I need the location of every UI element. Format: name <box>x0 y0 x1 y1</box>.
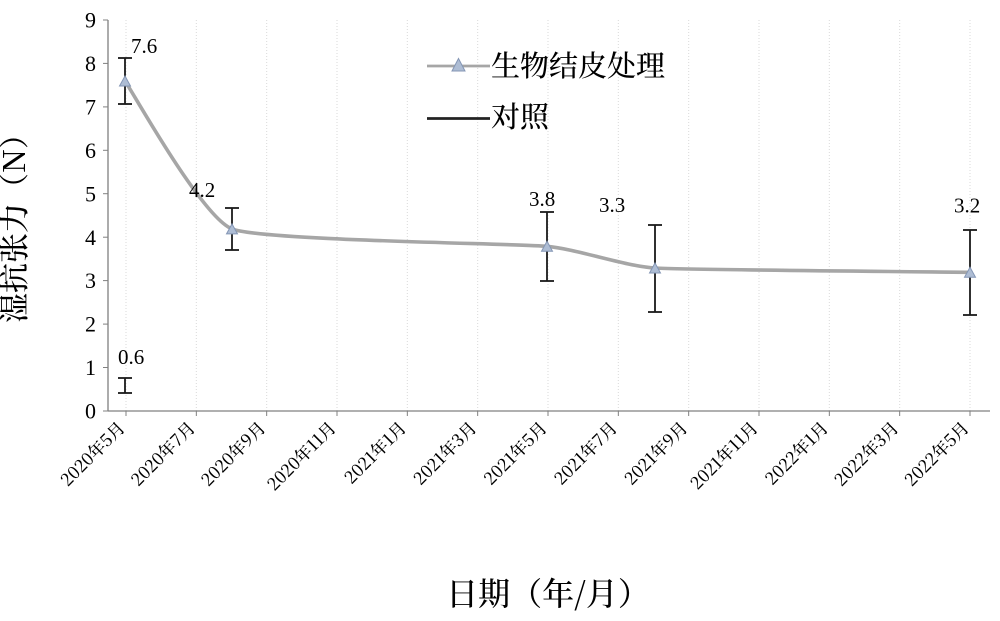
svg-text:4.2: 4.2 <box>189 178 215 202</box>
svg-text:2: 2 <box>85 312 96 337</box>
svg-text:湿抗张力（N）: 湿抗张力（N） <box>0 119 34 323</box>
svg-text:9: 9 <box>85 8 96 33</box>
svg-text:2021年1月: 2021年1月 <box>337 415 410 488</box>
svg-text:7.6: 7.6 <box>131 34 157 58</box>
svg-text:0: 0 <box>85 399 96 424</box>
svg-text:日期（年/月）: 日期（年/月） <box>446 569 650 615</box>
svg-text:2022年5月: 2022年5月 <box>898 415 974 491</box>
svg-text:2022年1月: 2022年1月 <box>758 415 833 490</box>
svg-text:2020年9月: 2020年9月 <box>194 415 270 491</box>
svg-text:6: 6 <box>85 138 96 163</box>
svg-text:2021年3月: 2021年3月 <box>407 415 482 490</box>
svg-text:2021年9月: 2021年9月 <box>617 415 692 490</box>
svg-text:2021年11月: 2021年11月 <box>683 415 762 494</box>
svg-text:3.8: 3.8 <box>529 187 555 211</box>
svg-text:1: 1 <box>85 355 96 380</box>
svg-text:3: 3 <box>85 268 96 293</box>
svg-text:生物结皮处理: 生物结皮处理 <box>491 44 665 85</box>
svg-text:对照: 对照 <box>491 95 550 136</box>
svg-text:7: 7 <box>85 95 96 120</box>
svg-text:3.2: 3.2 <box>954 194 980 218</box>
svg-text:4: 4 <box>85 225 96 250</box>
svg-text:2020年5月: 2020年5月 <box>54 415 130 491</box>
svg-text:8: 8 <box>85 51 96 76</box>
svg-text:3.3: 3.3 <box>599 193 625 217</box>
svg-text:2022年3月: 2022年3月 <box>827 415 903 491</box>
svg-text:2021年5月: 2021年5月 <box>477 415 552 490</box>
svg-text:0.6: 0.6 <box>118 345 144 369</box>
svg-text:5: 5 <box>85 181 96 206</box>
svg-text:2020年11月: 2020年11月 <box>260 415 340 495</box>
svg-text:2021年7月: 2021年7月 <box>547 415 622 490</box>
svg-text:2020年7月: 2020年7月 <box>124 415 200 491</box>
